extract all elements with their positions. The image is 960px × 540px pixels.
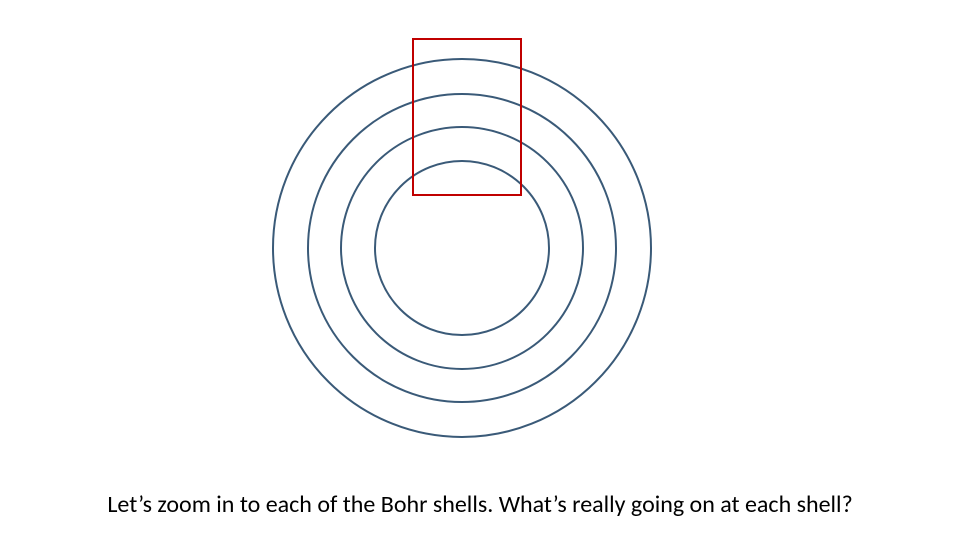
diagram-stage: Let’s zoom in to each of the Bohr shells… (0, 0, 960, 540)
caption-text: Let’s zoom in to each of the Bohr shells… (0, 490, 960, 519)
zoom-highlight-rect (412, 38, 522, 196)
